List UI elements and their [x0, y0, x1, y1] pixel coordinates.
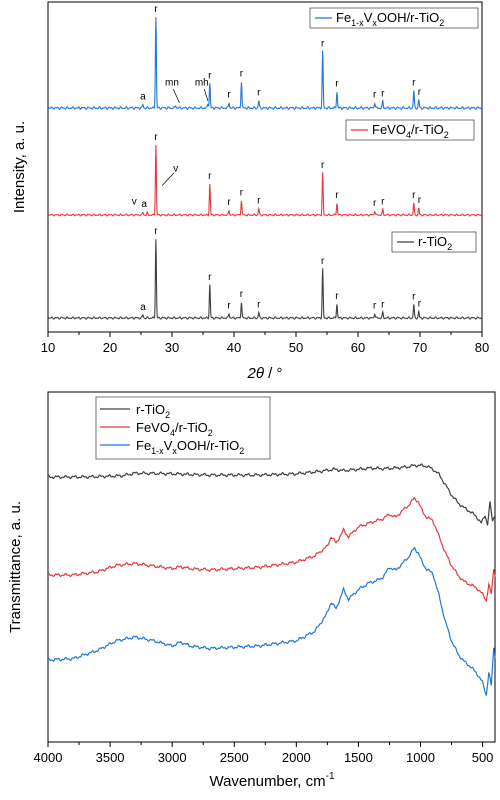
xrd-x-ticks: 10 20 30 40 50 60 70 80 — [41, 332, 489, 355]
peak-label: r — [321, 39, 325, 50]
ftir-x-axis-title: Wavenumber, cm-1 — [209, 771, 334, 790]
ftir-x-ticks: 4000 3500 3000 2500 2000 1500 1000 500 — [34, 742, 494, 765]
peak-label: r — [240, 187, 244, 198]
peak-label: r — [412, 292, 416, 303]
ftir-series-line — [47, 546, 496, 696]
ftir-legend-box — [95, 396, 271, 460]
ftir-legend-label: Fe1-xVxOOH/r-TiO2 — [136, 438, 244, 456]
peak-label: mh — [195, 77, 209, 88]
ftir-x-tick-label: 1500 — [344, 750, 373, 765]
peak-label: r — [154, 132, 158, 143]
xrd-x-tick-label: 30 — [165, 340, 179, 355]
ftir-legend-label: FeVO4/r-TiO2 — [136, 420, 213, 438]
xrd-legend-box — [309, 7, 479, 29]
peak-label: r — [227, 90, 231, 101]
ftir-x-tick-label: 500 — [472, 750, 494, 765]
peak-label: r — [257, 88, 261, 99]
xrd-series-line — [47, 239, 483, 320]
xrd-series-line — [47, 145, 483, 217]
peak-label: r — [381, 300, 385, 311]
ftir-series-group — [47, 463, 496, 696]
peak-label: r — [154, 226, 158, 237]
xrd-x-tick-label: 40 — [227, 340, 241, 355]
peak-label: r — [381, 196, 385, 207]
peak-label: r — [240, 289, 244, 300]
peak-label: r — [412, 78, 416, 89]
v-leader-line — [161, 172, 175, 186]
ftir-x-tick-label: 3500 — [96, 750, 125, 765]
xrd-x-tick-label: 80 — [475, 340, 489, 355]
peak-label: r — [257, 300, 261, 311]
peak-label: a — [141, 199, 147, 210]
peak-label: a — [140, 91, 146, 102]
ftir-x-tick-label: 2500 — [220, 750, 249, 765]
ftir-series-line — [47, 463, 496, 526]
xrd-legend-group: Fe1-xVxOOH/r-TiO2 FeVO4/r-TiO2 r-TiO2 — [309, 7, 479, 253]
ftir-x-tick-label: 2000 — [282, 750, 311, 765]
ftir-series-line — [47, 496, 496, 603]
peak-label: r — [240, 69, 244, 80]
peak-label: r — [373, 198, 377, 209]
mh-leader-line — [203, 88, 209, 102]
xrd-legend-label: FeVO4/r-TiO2 — [372, 122, 449, 140]
ftir-x-tick-label: 1000 — [406, 750, 435, 765]
xrd-x-tick-label: 20 — [103, 340, 117, 355]
xrd-legend-label: r-TiO2 — [418, 234, 452, 252]
ftir-x-tick-label: 4000 — [34, 750, 63, 765]
xrd-legend-label: Fe1-xVxOOH/r-TiO2 — [336, 10, 444, 28]
peak-label: r — [257, 196, 261, 207]
peak-label: r — [373, 300, 377, 311]
xrd-series-group — [47, 17, 483, 320]
xrd-x-tick-label: 70 — [413, 340, 427, 355]
ftir-x-tick-label: 3000 — [158, 750, 187, 765]
xrd-legend-box — [391, 231, 477, 253]
peak-label: a — [140, 302, 146, 313]
xrd-legend-box — [345, 119, 475, 141]
peak-label: r — [321, 256, 325, 267]
peak-label: r — [227, 197, 231, 208]
xrd-x-axis-title: 2θ / ° — [247, 365, 283, 382]
peak-label: r — [335, 79, 339, 90]
peak-label: r — [381, 89, 385, 100]
peak-label: v — [132, 197, 137, 208]
ftir-legend-label: r-TiO2 — [136, 402, 170, 420]
peak-label: r — [418, 195, 422, 206]
peak-label: r — [321, 160, 325, 171]
ftir-plot-frame — [47, 391, 496, 743]
peak-label: r — [373, 90, 377, 101]
mn-leader-line — [172, 88, 180, 104]
peak-label: mn — [165, 77, 179, 88]
xrd-plot-frame — [47, 1, 483, 333]
peak-label: r — [412, 190, 416, 201]
peak-label: r — [227, 300, 231, 311]
peak-label: r — [418, 299, 422, 310]
peak-label: v — [173, 164, 178, 175]
peak-label: r — [154, 4, 158, 15]
xrd-series-line — [47, 17, 483, 110]
xrd-y-axis-title: Intensity, a. u. — [11, 121, 28, 213]
xrd-x-tick-label: 10 — [41, 340, 55, 355]
peak-label: r — [335, 190, 339, 201]
ftir-y-axis-title: Transmittance, a. u. — [7, 501, 24, 633]
peak-label: r — [208, 171, 212, 182]
peak-label: r — [208, 272, 212, 283]
peak-label: r — [335, 291, 339, 302]
peak-label: r — [418, 87, 422, 98]
peak-label: r — [208, 70, 212, 81]
xrd-x-tick-label: 50 — [289, 340, 303, 355]
xrd-x-tick-label: 60 — [351, 340, 365, 355]
